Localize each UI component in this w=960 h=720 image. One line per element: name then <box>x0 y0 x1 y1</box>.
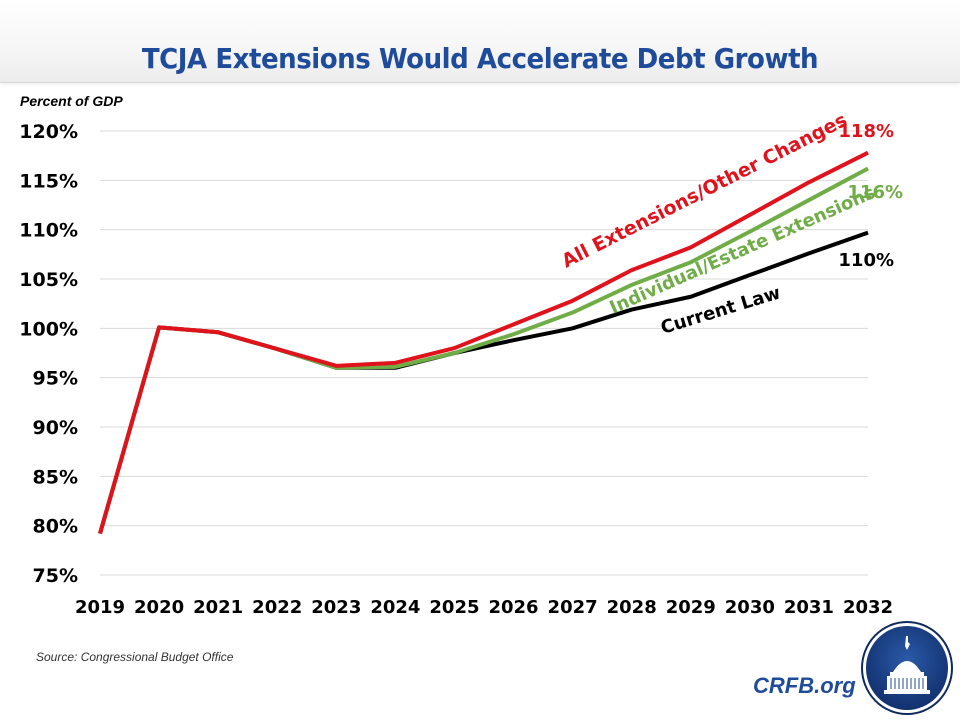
series-line-individual-estate-extensions <box>98 166 869 535</box>
y-tick-label: 75% <box>33 565 78 587</box>
x-tick-label: 2022 <box>252 597 302 618</box>
x-tick-labels: 2019 2020 2021 2022 2023 2024 2025 2026 2027 2028… <box>75 597 893 618</box>
x-tick-label: 2023 <box>311 597 361 618</box>
y-tick-label: 100% <box>19 318 78 340</box>
x-tick-label: 2020 <box>134 597 184 618</box>
x-tick-label: 2025 <box>429 597 479 618</box>
x-tick-label: 2031 <box>784 597 834 618</box>
x-tick-label: 2024 <box>370 597 420 618</box>
y-tick-label: 80% <box>33 516 78 538</box>
gridlines <box>100 130 868 576</box>
x-tick-label: 2030 <box>725 597 775 618</box>
y-tick-label: 95% <box>33 368 78 390</box>
header-band <box>0 0 960 83</box>
y-tick-label: 120% <box>19 121 78 143</box>
y-tick-label: 105% <box>19 269 78 291</box>
end-value-label: 110% <box>838 250 894 271</box>
series-line-all-extensions-other-changes <box>98 150 869 535</box>
y-tick-labels: 75% 80% 85% 90% 95% 100% 105% 110% 115% 120% <box>19 121 78 587</box>
x-tick-label: 2026 <box>488 597 538 618</box>
series-line-current-law <box>98 230 869 535</box>
y-tick-label: 110% <box>19 220 78 242</box>
chart-title: TCJA Extensions Would Accelerate Debt Gr… <box>141 42 819 75</box>
x-tick-label: 2027 <box>548 597 598 618</box>
y-tick-label: 115% <box>19 170 78 192</box>
y-axis-label: Percent of GDP <box>20 93 123 109</box>
y-tick-label: 90% <box>33 417 78 439</box>
x-tick-label: 2019 <box>75 597 125 618</box>
x-tick-label: 2029 <box>666 597 716 618</box>
capitol-logo-icon <box>861 621 953 715</box>
x-tick-label: 2021 <box>193 597 243 618</box>
y-tick-label: 85% <box>33 466 78 488</box>
brand-link[interactable]: CRFB.org <box>753 673 856 698</box>
x-tick-label: 2028 <box>607 597 657 618</box>
series-lines <box>98 150 869 535</box>
x-tick-label: 2032 <box>843 597 893 618</box>
end-value-label: 116% <box>847 182 903 203</box>
end-value-label: 118% <box>838 121 894 142</box>
series-name-label: All Extensions/Other Changes <box>558 109 850 273</box>
source-note: Source: Congressional Budget Office <box>36 650 234 664</box>
